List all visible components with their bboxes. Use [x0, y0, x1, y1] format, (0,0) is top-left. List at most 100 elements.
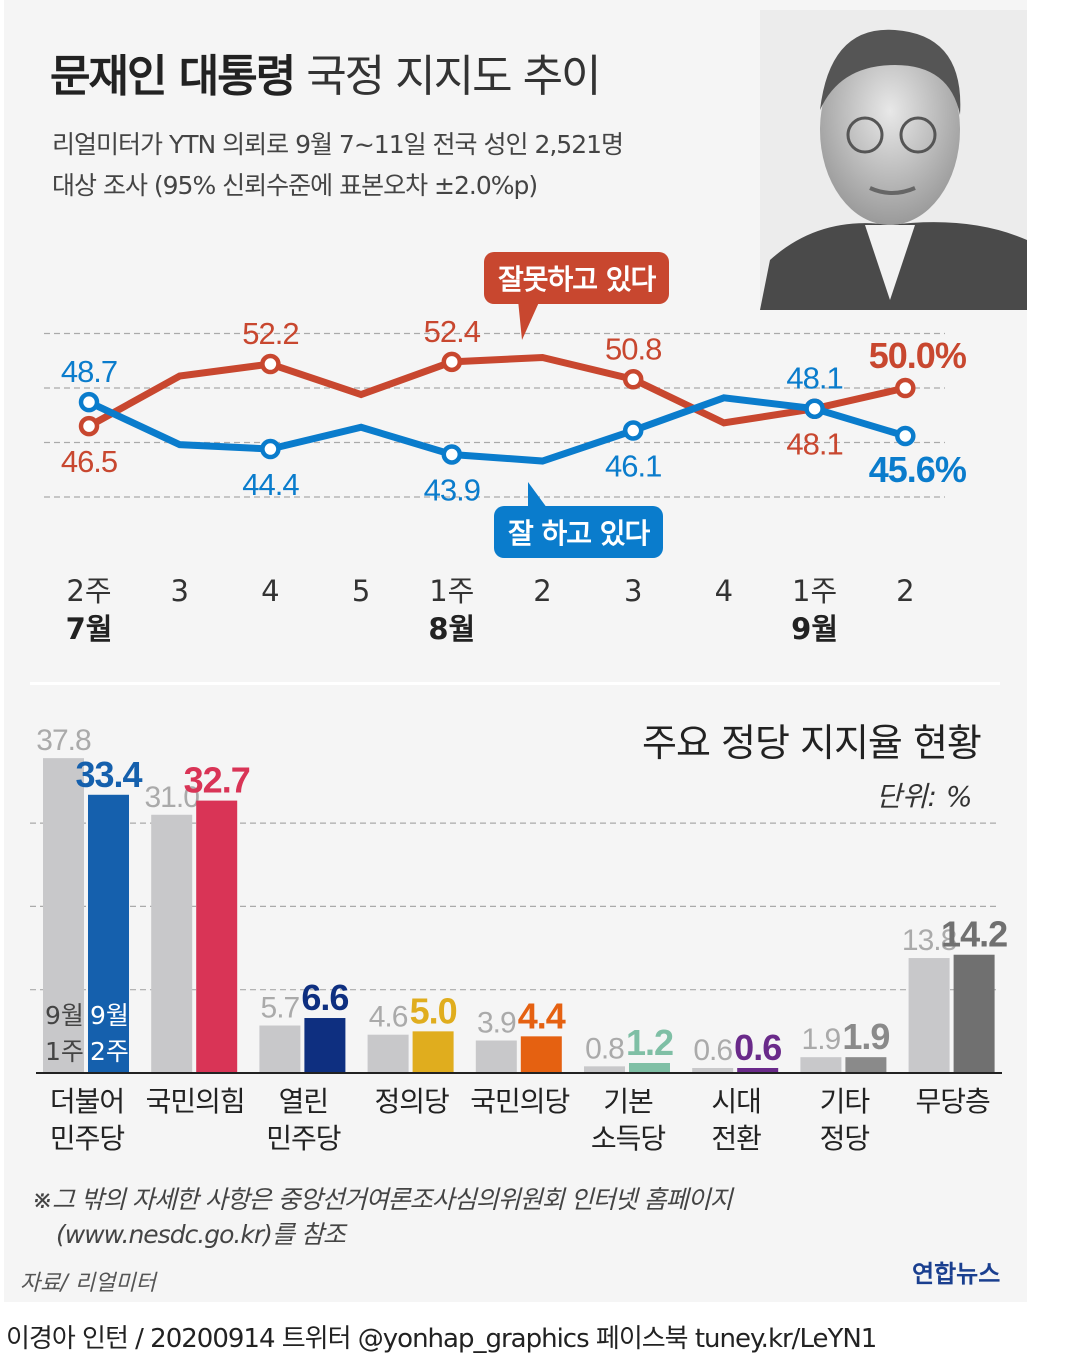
bar-prev [475, 1040, 517, 1073]
bar-prev [908, 958, 950, 1073]
bar-value-label: 5.0 [410, 990, 457, 1031]
category-label: 기본 소득당 [590, 1085, 666, 1155]
bar-prev [43, 758, 84, 1073]
data-point [622, 420, 644, 441]
data-point [441, 444, 463, 465]
data-point [895, 425, 916, 447]
series-line-1 [87, 394, 907, 465]
x-tick-label: 3 [623, 574, 643, 608]
data-point [78, 415, 100, 437]
series-label: 9월 1주 [45, 1001, 84, 1066]
yonhap-logo: 연합뉴스 [912, 1260, 1001, 1288]
data-point [260, 438, 281, 460]
data-label: 52.2 [242, 316, 298, 351]
category-label: 더불어 민주당 [49, 1085, 125, 1155]
month-label: 9월 [791, 612, 839, 646]
x-tick-label: 2주 [66, 574, 112, 608]
bar-value-label: 1.9 [842, 1016, 889, 1057]
data-point [622, 369, 644, 390]
bar-prev [367, 1034, 409, 1073]
x-tick-label: 3 [170, 574, 189, 608]
data-point [804, 398, 825, 419]
category-label: 시대 전환 [711, 1085, 762, 1155]
bar-value-label: 14.2 [941, 914, 1007, 955]
data-label: 44.4 [242, 467, 299, 502]
bar-prev [151, 814, 193, 1073]
bar-value-label: 1.9 [802, 1023, 841, 1056]
unit-label: 단위: % [876, 780, 973, 813]
data-label: 50.8 [605, 331, 661, 366]
x-tick-label: 5 [351, 574, 371, 608]
bar-chart-title: 주요 정당 지지율 현황 [642, 721, 982, 765]
x-tick-label: 1주 [792, 574, 838, 608]
data-label: 48.1 [786, 427, 842, 462]
bar-curr [737, 1068, 779, 1073]
source-label: 자료/ 리얼미터 [20, 1271, 156, 1296]
data-label: 46.1 [605, 449, 661, 484]
title-bold: 문재인 대통령 [50, 51, 296, 102]
bar-curr [629, 1063, 670, 1073]
bar-value-label: 1.2 [626, 1022, 673, 1063]
bubble-pointer [528, 482, 550, 512]
bar-curr [304, 1018, 346, 1073]
series-line-0 [87, 353, 907, 430]
bar-value-label: 32.7 [184, 760, 250, 801]
data-point [441, 351, 463, 373]
data-point [895, 377, 916, 399]
category-label: 열린 민주당 [266, 1085, 341, 1155]
data-label: 52.4 [424, 314, 481, 349]
bar-value-label: 0.8 [585, 1032, 624, 1065]
section-divider [30, 682, 1000, 685]
bar-prev [584, 1066, 625, 1073]
page-title: 문재인 대통령 국정 지지도 추이 [50, 40, 602, 104]
series-label: 9월 2주 [90, 1001, 129, 1066]
bar-curr [88, 794, 129, 1073]
x-tick-label: 4 [261, 574, 280, 608]
data-point [78, 391, 100, 413]
data-label: 48.1 [786, 361, 842, 396]
legend-disapprove: 잘못하고 있다 [484, 252, 670, 304]
footnote-line1: ※그 밖의 자세한 사항은 중앙선거여론조사심의위원회 인터넷 홈페이지 [32, 1185, 733, 1214]
bar-value-label: 6.6 [301, 977, 348, 1018]
data-label: 45.6% [869, 449, 967, 490]
category-label: 정의당 [374, 1085, 449, 1118]
subtitle-line2: 대상 조사 (95% 신뢰수준에 표본오차 ±2.0%p) [52, 171, 538, 200]
bar-value-label: 4.4 [518, 995, 566, 1036]
bar-prev [800, 1057, 842, 1073]
x-tick-label: 4 [714, 574, 734, 608]
bar-value-label: 13.8 [902, 924, 957, 957]
credit-line: 이경아 인턴 / 20200914 트위터 @yonhap_graphics 페… [6, 1324, 877, 1354]
legend-approve: 잘 하고 있다 [494, 506, 664, 558]
category-label: 국민의힘 [145, 1085, 246, 1118]
bar-curr [953, 954, 995, 1073]
data-label: 50.0% [869, 335, 967, 376]
bar-value-label: 5.7 [261, 992, 300, 1025]
bar-value-label: 3.9 [477, 1007, 516, 1040]
title-light: 국정 지지도 추이 [306, 51, 601, 102]
category-label: 무당층 [915, 1085, 990, 1118]
bar-curr [520, 1036, 562, 1073]
data-label: 46.5 [61, 444, 117, 479]
data-point [260, 353, 281, 375]
president-portrait [760, 10, 1027, 310]
x-tick-label: 2 [533, 574, 552, 608]
bar-value-label: 33.4 [75, 754, 142, 795]
bar-value-label: 37.8 [36, 724, 91, 757]
data-label: 43.9 [424, 472, 480, 507]
bar-value-label: 4.6 [369, 1001, 408, 1034]
category-label: 기타 정당 [819, 1085, 871, 1155]
category-label: 국민의당 [470, 1085, 570, 1118]
data-label: 48.7 [61, 354, 117, 389]
bar-curr [196, 800, 238, 1073]
month-label: 8월 [428, 612, 476, 646]
month-label: 7월 [65, 612, 113, 646]
bar-curr [412, 1031, 454, 1073]
bar-prev [259, 1025, 301, 1073]
bar-prev [692, 1068, 734, 1073]
subtitle-line1: 리얼미터가 YTN 의뢰로 9월 7~11일 전국 성인 2,521명 [52, 130, 624, 159]
footnote-line2: (www.nesdc.go.kr)를 참조 [56, 1220, 346, 1249]
x-tick-label: 1주 [429, 574, 475, 608]
bar-value-label: 31.0 [145, 781, 200, 814]
bar-curr [845, 1057, 887, 1073]
